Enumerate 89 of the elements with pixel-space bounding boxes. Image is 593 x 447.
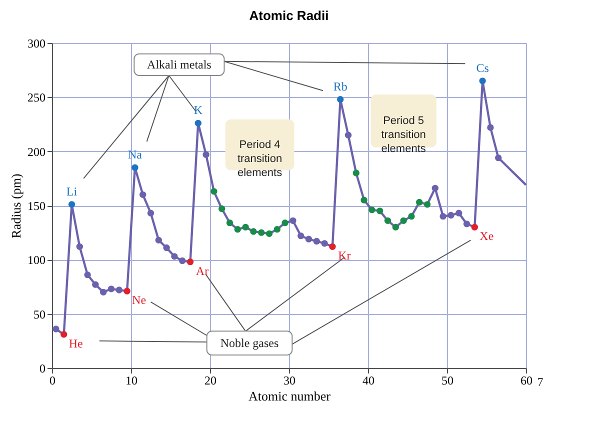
point [471, 224, 478, 231]
point [360, 196, 368, 204]
point [139, 191, 146, 198]
point [392, 224, 400, 231]
annotation: Rb [333, 79, 348, 94]
point [329, 243, 336, 250]
point [297, 232, 304, 240]
annotation: Period 4 transition elements [237, 138, 283, 179]
point [336, 96, 344, 103]
point [124, 288, 130, 294]
chart-title: Atomic Radii [249, 8, 329, 23]
annotation: Li [66, 184, 78, 198]
point [250, 228, 257, 235]
point [116, 286, 123, 294]
annotation: Xe [480, 229, 494, 244]
x-tick-label: 40 [362, 374, 374, 388]
point [194, 120, 202, 127]
point [487, 124, 494, 131]
x-axis-title: Atomic number [248, 388, 332, 404]
point [400, 217, 407, 224]
point [155, 236, 162, 244]
annotation: Ar [196, 264, 209, 278]
y-tick-label: 250 [28, 90, 46, 105]
point [84, 271, 91, 278]
y-tick-label: 50 [34, 307, 46, 322]
point [171, 253, 178, 260]
point [290, 217, 296, 224]
x-tick-label: 50 [442, 374, 454, 388]
annotation: Na [128, 148, 143, 162]
point [352, 170, 360, 176]
point [108, 286, 115, 292]
point [282, 219, 288, 226]
x-tick-label: 10 [126, 374, 138, 388]
point [321, 240, 328, 247]
annotation: Kr [338, 248, 351, 263]
annotation: Noble gases [220, 336, 279, 350]
point [178, 257, 186, 264]
point [440, 212, 446, 220]
annotation: He [68, 336, 83, 350]
point [218, 205, 226, 212]
annotation: Ne [132, 293, 146, 308]
point [479, 78, 486, 84]
point [494, 154, 502, 162]
point [274, 226, 281, 233]
point [448, 212, 454, 219]
annotation: K [194, 103, 203, 118]
point [202, 151, 210, 158]
point [226, 219, 234, 226]
x-tick-label: 20 [204, 374, 216, 388]
point [266, 230, 273, 238]
x-tick-label: 30 [284, 374, 296, 388]
point [432, 184, 439, 192]
point [455, 210, 462, 216]
point [100, 288, 107, 296]
y-tick-label: 100 [28, 253, 46, 268]
point [305, 236, 312, 242]
point [242, 224, 249, 231]
annotation: Alkali metals [147, 58, 212, 72]
point [92, 281, 99, 288]
point [132, 164, 138, 171]
point [258, 229, 265, 236]
point [147, 210, 154, 216]
point [76, 243, 84, 250]
point [210, 188, 218, 195]
annotation: Cs [476, 60, 490, 75]
point [68, 201, 76, 208]
point [384, 217, 392, 224]
y-tick-label: 150 [28, 199, 46, 213]
point [408, 212, 415, 220]
x-tick-label: 0 [50, 374, 56, 388]
point [368, 206, 376, 214]
point [163, 244, 170, 252]
point [60, 331, 68, 338]
point [344, 132, 352, 138]
y-tick-label: 300 [28, 36, 46, 50]
text: 7 [537, 375, 544, 390]
point [424, 201, 431, 208]
point [234, 226, 242, 233]
point [313, 238, 320, 245]
annotation: Period 5 transition elements [381, 115, 426, 155]
point [52, 326, 60, 332]
point [463, 220, 470, 228]
point [416, 198, 423, 206]
point [186, 258, 194, 266]
y-axis-title: Radius (pm) [8, 174, 24, 238]
y-tick-label: 0 [40, 362, 46, 376]
x-tick-label: 60 [520, 374, 532, 388]
y-tick-label: 200 [28, 144, 46, 159]
point [376, 208, 384, 214]
